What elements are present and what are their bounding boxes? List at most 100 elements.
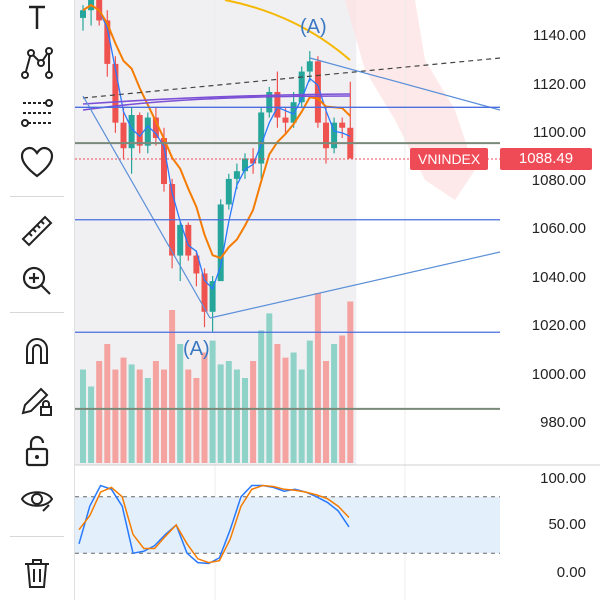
symbol-tag: VNINDEX <box>410 148 489 170</box>
volume-bar <box>274 344 281 463</box>
volume-bar <box>298 369 305 463</box>
volume-bar <box>201 352 208 463</box>
volume-bar <box>177 344 184 463</box>
volume-bar <box>225 361 232 463</box>
stoch-tick-label: 100.00 <box>540 470 586 487</box>
volume-bar <box>88 386 95 463</box>
volume-bar <box>193 378 200 463</box>
drawing-toolbar <box>0 0 75 600</box>
ma-purple-line <box>82 93 351 105</box>
pattern-tool[interactable] <box>13 42 61 84</box>
candlesticks <box>80 0 354 333</box>
trash-icon <box>25 559 49 588</box>
zoom-in-icon <box>22 266 51 295</box>
price-tick-label: 1120.00 <box>532 76 586 93</box>
candle-body <box>217 204 224 282</box>
volume-bar <box>136 369 143 463</box>
magnet-tool[interactable] <box>13 330 61 372</box>
price-chart[interactable] <box>75 0 600 600</box>
candle-body <box>274 92 281 118</box>
volume-bar <box>242 378 248 463</box>
toolbar-divider <box>10 536 64 537</box>
volume-bar <box>80 369 86 463</box>
candle-body <box>136 115 143 146</box>
candle-body <box>185 224 192 256</box>
measure-tool[interactable] <box>13 210 61 252</box>
trendline <box>82 95 211 319</box>
volume-bar <box>306 340 313 463</box>
favorites-tool[interactable] <box>13 142 61 184</box>
trendline <box>309 57 501 111</box>
candle-body <box>177 224 184 256</box>
candle-body <box>193 255 200 274</box>
candle-body <box>282 117 289 123</box>
trendline <box>209 251 501 319</box>
volume-bar <box>120 357 127 463</box>
text-tool[interactable] <box>13 0 61 42</box>
candle-body <box>314 61 321 123</box>
volume-bar <box>185 369 192 463</box>
candle-body <box>323 122 329 149</box>
volume-bar <box>128 364 135 463</box>
volume-bar <box>144 378 151 463</box>
toolbar-divider <box>10 196 64 197</box>
ruler-icon <box>21 215 53 247</box>
price-tick-label: 1100.00 <box>532 124 586 141</box>
candle-body <box>120 122 127 149</box>
volume-bar <box>96 361 103 463</box>
heart-icon <box>20 146 54 178</box>
volume-bar <box>290 352 297 463</box>
price-tick-label: 1140.00 <box>532 27 586 44</box>
candle-body <box>331 122 338 149</box>
volume-bar <box>266 313 273 463</box>
price-tick-label: 1020.00 <box>531 317 586 334</box>
ma-orange-line <box>82 3 352 260</box>
price-tick-label: 1000.00 <box>531 366 586 383</box>
candle-body <box>161 138 167 184</box>
candle-body <box>128 115 135 149</box>
stoch-band-fill <box>75 496 500 554</box>
candle-body <box>144 117 151 146</box>
volume-bar <box>161 369 167 463</box>
delete-tool[interactable] <box>13 552 61 594</box>
wave-label-top: (A) <box>300 16 327 38</box>
lock-all-tool[interactable] <box>13 430 61 472</box>
candle-body <box>209 281 216 312</box>
fib-tool[interactable] <box>13 92 61 134</box>
pattern-icon <box>21 47 53 79</box>
chart-area[interactable]: 1140.00 1120.00 1100.00 1080.00 1060.00 … <box>75 0 600 600</box>
candle-body <box>298 71 305 103</box>
volume-bar <box>104 344 111 463</box>
volume-bar <box>152 361 159 463</box>
ma-blue-line <box>82 4 351 291</box>
price-tick-label: 1040.00 <box>531 269 586 286</box>
ma-yellow-line <box>224 0 351 61</box>
last-price-tag: 1088.49 <box>500 148 592 170</box>
volume-bar <box>112 369 119 463</box>
volume-bar <box>209 340 216 463</box>
candle-body <box>306 61 313 72</box>
candle-body <box>258 112 265 164</box>
volume-bar <box>258 330 265 463</box>
candle-body <box>152 117 159 138</box>
candle-body <box>250 158 257 164</box>
candle-body <box>112 63 119 123</box>
visibility-tool[interactable] <box>13 478 61 520</box>
candle-body <box>242 158 248 172</box>
lock-drawing-tool[interactable] <box>13 380 61 422</box>
wave-label-bottom: (A) <box>183 338 210 360</box>
price-tick-label: 1080.00 <box>531 172 586 189</box>
candle-body <box>225 178 232 205</box>
eye-icon <box>20 491 54 512</box>
zoom-tool[interactable] <box>13 260 61 302</box>
volume-bar <box>282 357 289 463</box>
candle-body <box>339 122 346 128</box>
text-icon <box>29 5 45 29</box>
toolbar-divider <box>10 312 64 313</box>
candle-body <box>104 20 111 64</box>
volume-bar <box>331 344 338 463</box>
stoch-tick-label: 50.00 <box>548 516 586 533</box>
price-tick-label: 980.00 <box>540 414 586 431</box>
volume-bar <box>250 361 257 463</box>
volume-bars <box>80 293 354 463</box>
